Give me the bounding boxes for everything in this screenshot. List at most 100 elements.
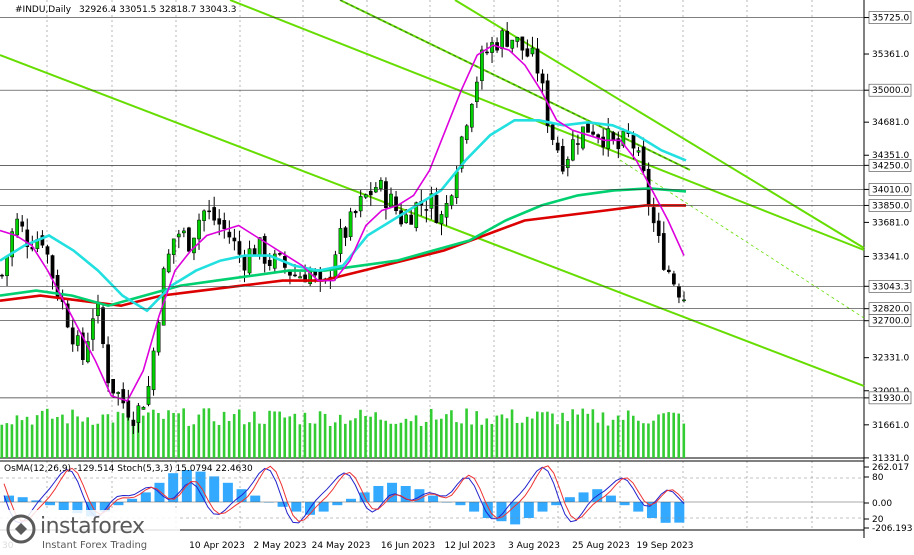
- candle-body-17: [86, 341, 90, 363]
- stoch-main-line: [3, 466, 685, 524]
- volume-bar-18: [91, 424, 95, 458]
- volume-bar-2: [10, 424, 14, 458]
- osma-bar-1: [17, 497, 28, 502]
- candle-body-0: [0, 274, 4, 277]
- candle-body-78: [394, 196, 398, 212]
- volume-bar-62: [313, 423, 317, 458]
- volume-bar-50: [253, 411, 256, 458]
- volume-bar-63: [318, 411, 322, 458]
- volume-bar-102: [515, 422, 519, 458]
- candle-body-22: [111, 378, 115, 394]
- candle-body-119: [601, 136, 606, 148]
- volume-bar-28: [141, 415, 145, 458]
- candle-body-14: [70, 327, 75, 345]
- candle-body-9: [45, 246, 50, 255]
- volume-bar-135: [682, 423, 686, 458]
- candle-body-117: [591, 131, 595, 135]
- volume-bar-97: [490, 423, 494, 458]
- volume-bar-106: [535, 411, 539, 458]
- candle-body-105: [530, 47, 535, 55]
- osma-bar-44: [605, 495, 616, 502]
- volume-bar-26: [131, 419, 135, 458]
- osma-bar-41: [564, 497, 575, 502]
- volume-bar-51: [258, 423, 261, 458]
- axis-box-7: [868, 199, 912, 212]
- volume-bar-45: [227, 420, 231, 458]
- osma-bar-24: [332, 502, 343, 506]
- volume-bar-39: [197, 414, 201, 458]
- volume-bar-6: [30, 424, 34, 458]
- candle-body-97: [490, 42, 494, 53]
- osma-bar-40: [551, 502, 562, 506]
- candle-body-20: [101, 307, 105, 345]
- volume-bar-32: [162, 418, 165, 458]
- volume-bar-29: [147, 412, 150, 458]
- brand-logo: instaforex Instant Forex Trading: [0, 510, 180, 555]
- volume-bar-109: [551, 413, 554, 458]
- candle-body-127: [641, 146, 646, 172]
- candle-body-112: [565, 159, 570, 168]
- volume-bar-111: [561, 412, 564, 458]
- volume-bar-78: [394, 423, 398, 458]
- axis-box-15: [868, 391, 912, 405]
- candle-body-55: [278, 253, 282, 255]
- price-axis: 35725.0 35361.0 35000.0 34681.0 34351.034250…: [864, 11, 912, 464]
- axis-label-8: 33681.0: [872, 218, 909, 228]
- candle-body-43: [217, 218, 222, 225]
- volume-bar-130: [657, 414, 660, 458]
- volume-bar-4: [20, 420, 24, 458]
- osma-bar-4: [58, 502, 69, 510]
- volume-bar-65: [328, 425, 332, 458]
- volume-bar-70: [354, 418, 357, 458]
- price-level-lines: [0, 17, 864, 399]
- volume-bar-116: [586, 413, 590, 458]
- osma-bar-48: [660, 502, 671, 523]
- x-label-0: 10 Apr 2023: [189, 541, 245, 551]
- chart-ohlc-label: 32926.4 33051.5 32818.7 33043.3: [79, 5, 236, 15]
- candle-body-58: [293, 274, 297, 277]
- candle-body-60: [303, 274, 307, 283]
- volume-bar-16: [81, 421, 84, 458]
- volume-bar-101: [510, 409, 514, 458]
- candle-body-86: [434, 194, 439, 224]
- volume-bar-134: [677, 413, 681, 458]
- volume-bar-96: [485, 418, 489, 458]
- volume-bar-80: [404, 418, 408, 458]
- osma-bar-49: [674, 502, 685, 523]
- axis-label-7: 33850.0: [872, 201, 909, 211]
- candle-body-87: [439, 214, 444, 225]
- candle-body-45: [227, 231, 232, 238]
- candle-body-106: [535, 48, 540, 74]
- candle-body-44: [222, 220, 227, 229]
- candle-body-33: [166, 253, 171, 273]
- candle-body-70: [353, 211, 358, 214]
- candle-body-115: [581, 126, 585, 149]
- osma-bar-35: [482, 502, 493, 518]
- volume-bar-24: [121, 413, 125, 458]
- volume-bar-122: [616, 415, 620, 458]
- channel-line-2: [0, 54, 865, 387]
- candle-body-10: [50, 255, 55, 279]
- volume-bar-120: [606, 425, 610, 458]
- candle-body-113: [571, 139, 575, 161]
- osma-bar-37: [510, 502, 521, 525]
- candle-body-26: [131, 419, 136, 426]
- instaforex-logo-icon: [6, 514, 36, 544]
- volume-bar-82: [414, 415, 418, 458]
- candle-body-81: [409, 214, 414, 225]
- osma-bar-12: [168, 473, 179, 502]
- candle-body-39: [197, 219, 201, 240]
- axis-label-5: 34250.0: [872, 161, 909, 171]
- volume-bar-94: [475, 411, 478, 458]
- volume-bar-112: [566, 421, 569, 458]
- candle-body-52: [262, 236, 267, 264]
- candle-body-72: [363, 194, 368, 198]
- candle-body-5: [25, 229, 30, 247]
- candle-body-34: [171, 238, 176, 255]
- ma-cyan-line: [0, 119, 687, 313]
- candle-body-28: [141, 406, 146, 410]
- volume-bar-77: [389, 423, 393, 458]
- candle-body-16: [80, 332, 85, 360]
- candle-body-23: [116, 392, 121, 394]
